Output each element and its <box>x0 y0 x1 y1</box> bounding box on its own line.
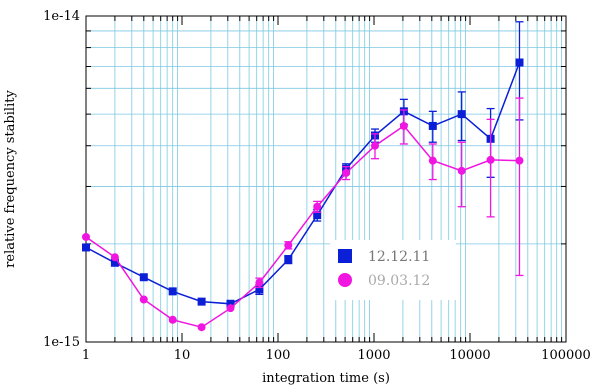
legend-marker-square <box>338 249 352 263</box>
data-point-circle <box>342 168 351 177</box>
data-point-square <box>428 121 437 130</box>
data-point-circle <box>370 141 379 150</box>
series-line <box>85 62 521 305</box>
data-point-square <box>284 255 293 264</box>
y-axis-title: relative frequency stability <box>3 90 18 268</box>
x-tick-label: 1000 <box>357 348 390 363</box>
series-1 <box>82 21 524 308</box>
x-tick-label: 100000 <box>541 348 590 363</box>
data-point-square <box>197 297 206 306</box>
axis-ticks <box>85 16 566 342</box>
x-tick-label: 100 <box>266 348 291 363</box>
legend: 12.12.11 09.03.12 <box>330 240 456 300</box>
x-axis-title: integration time (s) <box>262 371 390 386</box>
x-tick-label: 10 <box>174 348 191 363</box>
data-point-circle <box>457 166 466 175</box>
data-point-circle <box>139 295 148 304</box>
data-point-square <box>313 211 322 220</box>
data-point-square <box>515 58 524 67</box>
data-point-circle <box>168 315 177 324</box>
plot-frame <box>85 15 567 343</box>
data-point-circle <box>428 156 437 165</box>
data-point-square <box>457 110 466 119</box>
data-point-square <box>110 258 119 267</box>
series-line <box>85 124 520 329</box>
data-point-circle <box>486 155 495 164</box>
data-point-square <box>139 273 148 282</box>
series <box>82 21 524 332</box>
data-point-circle <box>284 241 293 250</box>
x-tick-label: 1 <box>82 348 90 363</box>
data-point-square <box>82 243 90 252</box>
tick-labels: 1 10 100 1000 10000 100000 1e-15 1e-14 <box>43 9 590 363</box>
data-point-circle <box>313 202 322 211</box>
data-point-circle <box>197 323 206 332</box>
y-tick-label: 1e-14 <box>43 9 80 24</box>
data-point-circle <box>110 253 119 262</box>
data-point-square <box>168 287 177 296</box>
legend-label-series-1: 12.12.11 <box>368 249 430 265</box>
x-tick-label: 10000 <box>449 348 490 363</box>
legend-label-series-2: 09.03.12 <box>368 273 430 289</box>
data-point-square <box>226 299 235 308</box>
data-point-square <box>255 285 264 294</box>
legend-marker-circle <box>338 273 352 287</box>
data-point-circle <box>399 121 408 130</box>
grid <box>86 16 566 342</box>
series-2 <box>82 97 524 332</box>
data-point-circle <box>226 304 235 313</box>
data-point-circle <box>255 278 264 287</box>
data-point-circle <box>515 156 524 165</box>
data-point-circle <box>82 232 90 241</box>
y-tick-label: 1e-15 <box>43 335 80 350</box>
